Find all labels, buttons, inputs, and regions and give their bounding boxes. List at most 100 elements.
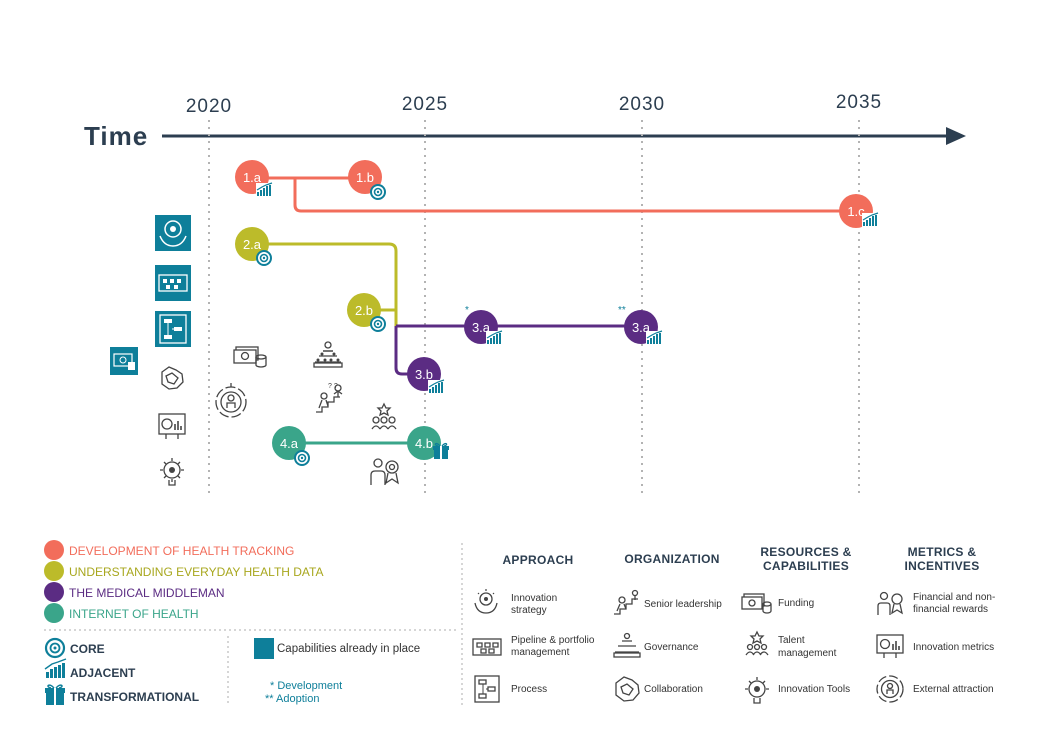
node-1c[interactable]: 1.c [839,194,881,228]
node-label: 3.b [415,367,433,382]
external-attraction-icon [215,383,247,418]
adjacent-icon [645,330,665,346]
category-header-metrics-line1: METRICS & [908,545,977,559]
node-1a[interactable]: 1.a [235,160,275,198]
senior-leadership-icon: ? ? [316,383,343,413]
adjacent-icon [485,330,505,346]
node-label: 4.a [280,436,299,451]
category-header-approach: APPROACH [502,553,573,567]
label-line: Collaboration [644,684,703,695]
capability-pipeline-in-place [155,265,191,301]
legend-innovation-tools: Innovation Tools [745,677,850,704]
collaboration-icon [161,366,184,390]
label-line: Governance [644,642,699,653]
label-line: Innovation [511,593,557,604]
rewards-icon [370,458,399,485]
legend-theme-label: THE MEDICAL MIDDLEMAN [69,586,225,600]
innovation-tools-icon [160,458,184,486]
core-icon [256,250,272,266]
legend-funding: Funding [741,593,814,614]
category-header-organization: ORGANIZATION [624,552,719,566]
label-line: Funding [778,598,814,609]
innovation-metrics-icon [158,413,186,439]
legend-theme-label: DEVELOPMENT OF HEALTH TRACKING [69,544,294,558]
development-marker: * [465,305,469,316]
node-3b[interactable]: 3.b [407,357,447,395]
node-3a-adoption[interactable]: 3.a ** [618,305,665,346]
legend-theme-everyday-data: UNDERSTANDING EVERYDAY HEALTH DATA [44,561,324,581]
legend-adjacent-label: ADJACENT [70,666,136,680]
label-line: financial rewards [913,604,988,615]
label-line: Pipeline & portfolio [511,635,595,646]
funding-icon [741,593,772,614]
year-2030: 2030 [619,94,665,115]
legend-theme-middleman: THE MEDICAL MIDDLEMAN [44,582,225,602]
legend-theme-label: UNDERSTANDING EVERYDAY HEALTH DATA [69,565,324,579]
legend-metrics: Innovation metrics [876,634,994,658]
process-icon [474,675,500,703]
theme-3-connectors [394,324,642,376]
label-line: Innovation metrics [913,642,994,653]
node-2b[interactable]: 2.b [347,293,386,332]
node-label: 1.c [847,204,865,219]
label-line: Senior leadership [644,599,722,610]
legend-senior-leadership: Senior leadership [614,589,722,615]
label-line: Process [511,684,547,695]
label-line: strategy [511,605,547,616]
label-line: management [511,647,570,658]
label-line: Financial and non- [913,592,995,603]
category-header-resources-line1: RESOURCES & [760,545,851,559]
legend-rewards: Financial and non- financial rewards [877,591,995,615]
node-label: 2.a [243,237,262,252]
attraction-icon [876,675,904,703]
innovation-strategy-icon [474,589,498,614]
legend-in-place-swatch [254,638,274,659]
category-header-metrics-line2: INCENTIVES [904,559,979,573]
label-line: External attraction [913,684,994,695]
node-label: 4.b [415,436,433,451]
node-1b[interactable]: 1.b [348,160,386,200]
pipeline-icon [472,638,502,656]
adjacent-icon [861,212,881,228]
governance-icon [613,632,641,658]
legend-theme-health-tracking: DEVELOPMENT OF HEALTH TRACKING [44,540,294,560]
legend-transformational-label: TRANSFORMATIONAL [70,690,199,704]
metrics-icon [876,634,904,658]
capability-innovation-strategy-in-place [155,215,191,251]
node-3a-development[interactable]: 3.a * [464,305,505,346]
legend-innovation-strategy: Innovation strategy [474,589,557,616]
capability-funding-in-place [110,347,138,375]
node-4b[interactable]: 4.b [407,426,450,460]
legend-adjacent: ADJACENT [44,658,136,680]
svg-text:? ?: ? ? [328,383,338,390]
legend-theme-label: INTERNET OF HEALTH [69,607,199,621]
node-4a[interactable]: 4.a [272,426,310,466]
legend-adoption-label: ** Adoption [265,693,319,705]
rewards-icon [877,591,903,615]
legend-governance: Governance [613,632,699,658]
legend-attraction: External attraction [876,675,994,703]
core-icon [370,184,386,200]
legend-talent: Talent management [745,630,837,659]
node-2a[interactable]: 2.a [235,227,272,266]
node-label: 1.b [356,170,374,185]
core-icon [370,316,386,332]
core-icon [294,450,310,466]
legend-core-label: CORE [70,642,105,656]
year-2025: 2025 [402,94,448,115]
adoption-marker: ** [618,305,626,316]
node-label: 1.a [243,170,262,185]
innovation-tools-icon [745,677,769,704]
legend-development-label: * Development [270,680,342,692]
year-2035: 2035 [836,92,882,113]
funding-icon [233,346,267,368]
theme-1-connectors [250,176,852,213]
collaboration-icon [615,676,640,702]
legend-process: Process [474,675,547,703]
legend-core: CORE [44,637,105,659]
legend-theme-internet-of-health: INTERNET OF HEALTH [44,603,199,623]
legend-in-place-label: Capabilities already in place [277,643,420,655]
year-2020: 2020 [186,96,232,117]
talent-icon [745,630,769,656]
